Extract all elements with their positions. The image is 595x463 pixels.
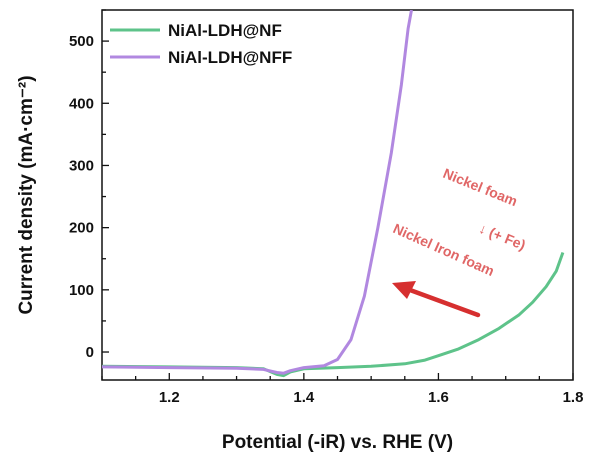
legend: NiAl-LDH@NF NiAl-LDH@NFF [110, 21, 292, 67]
y-axis-title: Current density (mA·cm⁻²) [16, 75, 37, 314]
y-tick-label: 500 [69, 33, 94, 50]
x-tick-label: 1.6 [428, 389, 449, 406]
y-tick-label: 300 [69, 157, 94, 174]
series-lines [102, 10, 565, 378]
x-axis-title: Potential (-iR) vs. RHE (V) [222, 432, 453, 453]
annotation-nickel-foam: Nickel foam [441, 165, 520, 209]
annotation-plus-fe: ↓ (+ Fe) [477, 220, 528, 253]
x-tick-label: 1.2 [159, 389, 180, 406]
axes: 1.2 1.4 1.6 1.8 0 100 200 300 400 500 Potential (-… [16, 9, 584, 453]
arrow-shaft [407, 287, 481, 318]
legend-label-2: NiAl-LDH@NFF [168, 48, 292, 67]
y-tick-label: 200 [69, 220, 94, 237]
annotations: Nickel foam↓ (+ Fe)Nickel Iron foam [391, 165, 528, 318]
y-tick-label: 400 [69, 95, 94, 112]
y-tick-label: 0 [86, 344, 94, 361]
arrow-head [392, 281, 416, 299]
x-tick-label: 1.4 [293, 389, 315, 406]
x-tick-label: 1.8 [563, 389, 584, 406]
y-tick-label: 100 [69, 282, 94, 299]
legend-label-1: NiAl-LDH@NF [168, 21, 282, 40]
series-line-2 [102, 10, 413, 375]
